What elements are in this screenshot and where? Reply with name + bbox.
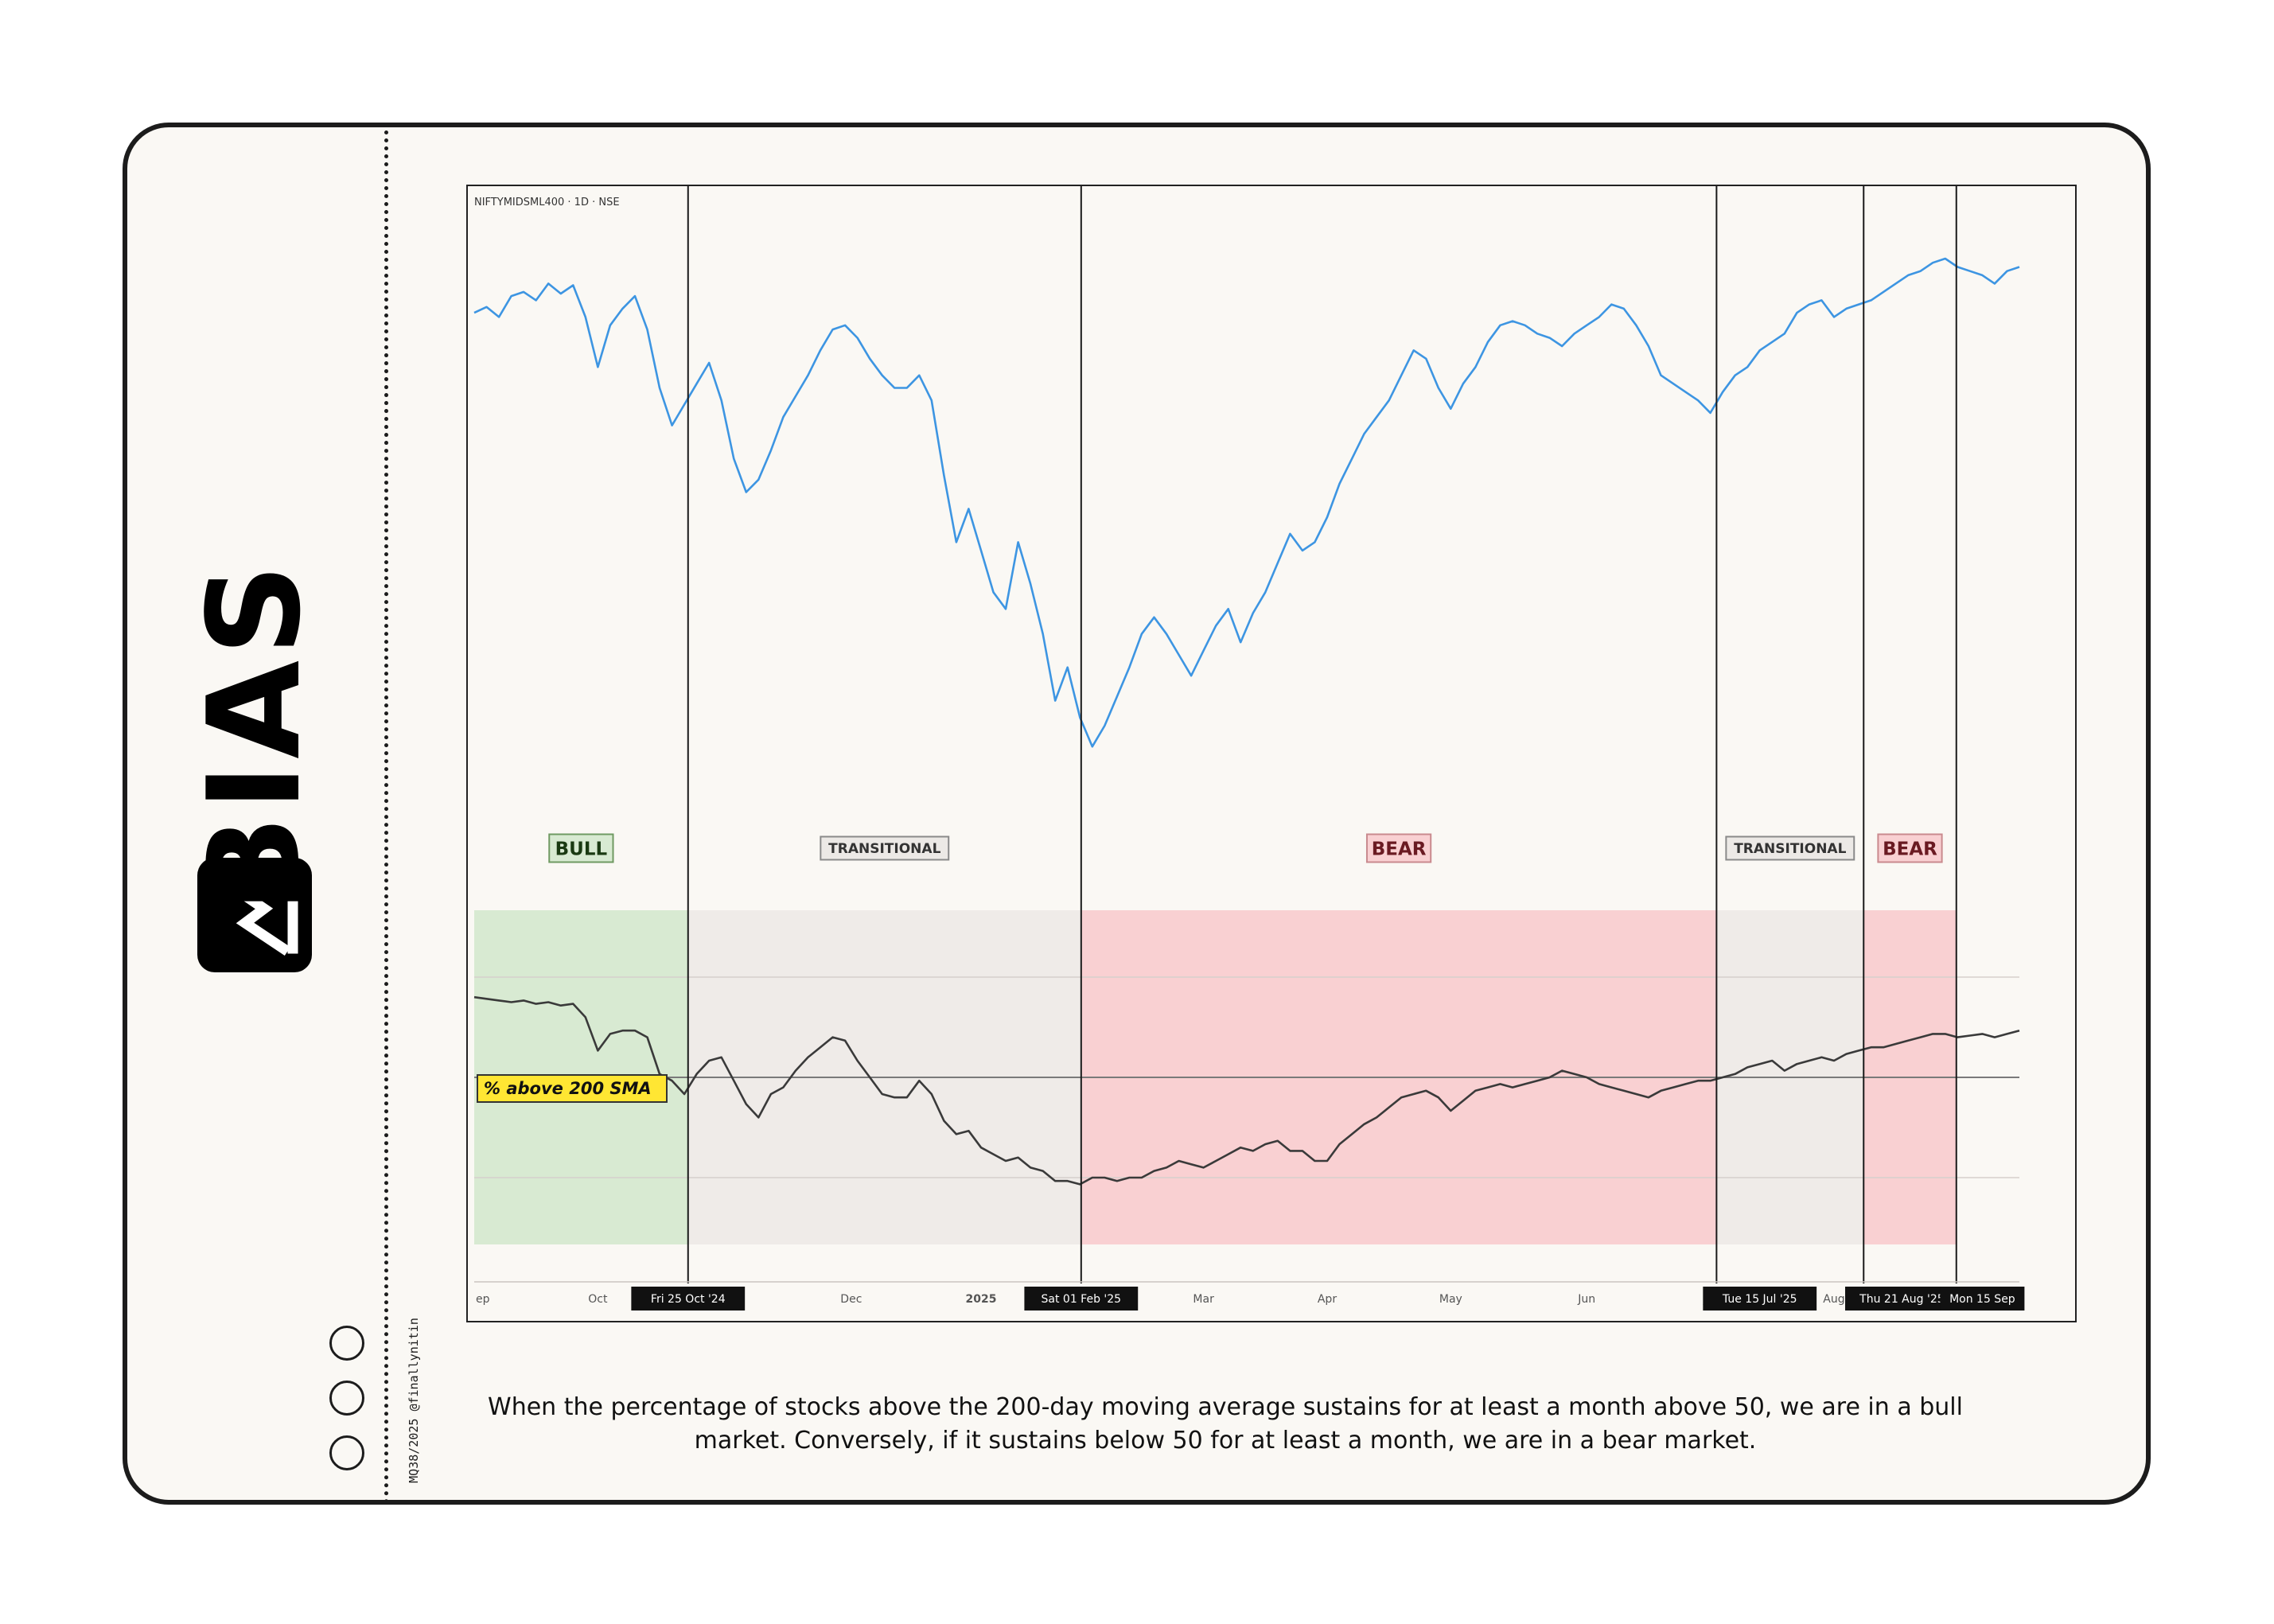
regime-label-bear: BEAR bbox=[1883, 839, 1937, 859]
x-tick-label: Apr bbox=[1318, 1293, 1337, 1306]
x-tick-highlight-box bbox=[631, 1287, 746, 1310]
chart-frame: NIFTYMIDSML400 · 1D · NSE BULL TRANSITIONA… bbox=[466, 185, 2077, 1322]
caption: When the percentage of stocks above the … bbox=[488, 1393, 1963, 1455]
chart: NIFTYMIDSML400 · 1D · NSE BULL TRANSITIONA… bbox=[473, 186, 2025, 1310]
regime-label-bear: BEAR bbox=[1372, 839, 1427, 859]
x-tick-highlight-box bbox=[1940, 1287, 2025, 1310]
author-credit: MQ38/2025 @finallynitin bbox=[407, 1318, 421, 1483]
x-tick-highlight-box bbox=[1703, 1287, 1817, 1310]
x-tick-label: ep bbox=[476, 1293, 490, 1306]
status-dot-gray bbox=[329, 1435, 364, 1470]
regime-label-transitional: TRANSITIONAL bbox=[828, 841, 940, 857]
x-tick-label: Aug bbox=[1823, 1293, 1844, 1306]
logo-icon bbox=[197, 858, 312, 972]
regime-label-transitional: TRANSITIONAL bbox=[1734, 841, 1846, 857]
regime-label-box bbox=[1877, 833, 1943, 863]
x-tick-label-highlight: Tue 15 Jul '25 bbox=[1722, 1293, 1797, 1306]
x-tick-label: May bbox=[1439, 1293, 1462, 1306]
x-tick-label: 2025 bbox=[965, 1293, 996, 1306]
price-series-line bbox=[473, 257, 2020, 748]
x-tick-label: Dec bbox=[840, 1293, 862, 1306]
x-tick-label: Mar bbox=[1193, 1293, 1214, 1306]
legend-label: % above 200 SMA bbox=[484, 1079, 652, 1098]
regime-label-box bbox=[1725, 835, 1855, 861]
legend-tag-box bbox=[477, 1074, 668, 1103]
x-tick-highlight-box bbox=[1845, 1287, 1959, 1310]
x-tick-highlight-box bbox=[1024, 1287, 1139, 1310]
regime-label-bull: BULL bbox=[555, 839, 608, 859]
x-tick-label-highlight: Thu 21 Aug '25 bbox=[1859, 1293, 1944, 1306]
status-dot-green-1 bbox=[329, 1326, 364, 1361]
x-tick-label: Jun bbox=[1577, 1293, 1595, 1306]
regime-label-box bbox=[820, 835, 950, 861]
dotted-divider bbox=[384, 123, 388, 1505]
status-dot-green-2 bbox=[329, 1381, 364, 1416]
x-tick-label-highlight: Mon 15 Sep bbox=[1949, 1293, 2015, 1306]
x-tick-label-highlight: Fri 25 Oct '24 bbox=[651, 1293, 726, 1306]
breadth-series-line bbox=[473, 995, 2020, 1186]
regime-label-box bbox=[548, 833, 614, 863]
x-tick-label: Oct bbox=[588, 1293, 608, 1306]
brand-title: BIAS bbox=[180, 559, 329, 913]
chart-title: NIFTYMIDSML400 · 1D · NSE bbox=[474, 197, 620, 208]
regime-label-box bbox=[1365, 833, 1432, 863]
x-tick-label-highlight: Sat 01 Feb '25 bbox=[1042, 1293, 1122, 1306]
